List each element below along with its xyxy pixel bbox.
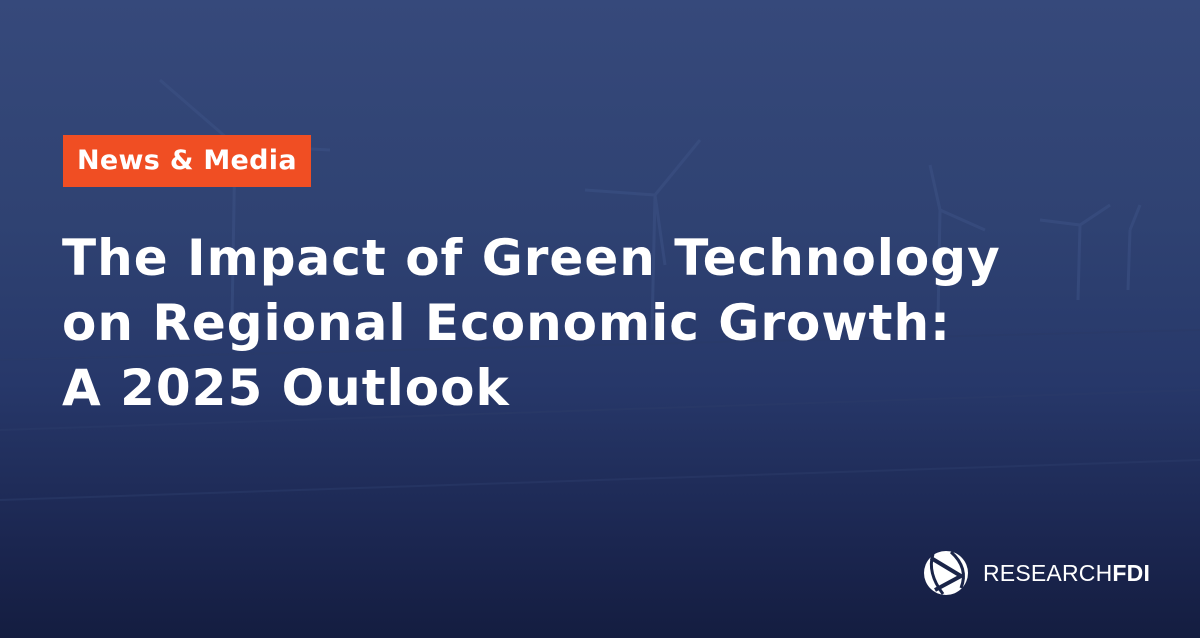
page-title: The Impact of Green Technology on Region… [62, 226, 1062, 421]
title-line-2: on Regional Economic Growth: [62, 294, 952, 352]
logo-text-bold: FDI [1112, 559, 1151, 586]
researchfdi-globe-icon [924, 550, 968, 595]
logo-text: RESEARCHFDI [983, 560, 1150, 587]
category-badge[interactable]: News & Media [63, 135, 311, 187]
logo-text-regular: RESEARCH [983, 559, 1113, 586]
title-line-1: The Impact of Green Technology [62, 229, 1001, 287]
title-line-3: A 2025 Outlook [62, 359, 510, 417]
researchfdi-logo[interactable]: RESEARCHFDI [921, 548, 1150, 598]
